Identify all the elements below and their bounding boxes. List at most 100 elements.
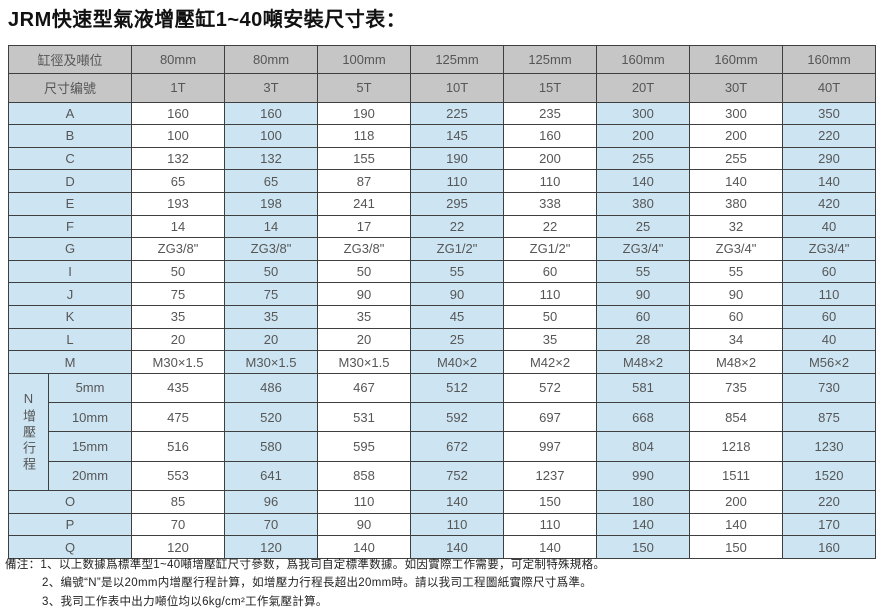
data-cell: 858 (317, 460, 412, 492)
row-label: K (7, 304, 133, 329)
data-cell: 200 (596, 124, 691, 148)
data-cell: 641 (224, 460, 319, 492)
note-line-2: 2、编號“N”是以20mm内增壓行程計算，如增壓力行程長超出20mm時。請以我司… (42, 577, 593, 590)
data-cell: 110 (317, 490, 412, 514)
data-cell: 60 (782, 259, 877, 284)
header-row-label: 尺寸编號 (7, 73, 133, 103)
data-cell: 350 (782, 101, 877, 126)
header-cell: 80mm (224, 44, 319, 75)
note-text-1: 1、以上数據爲標準型1~40噸增壓缸尺寸參数，爲我司自定標準数據。如因實際工作需… (40, 559, 606, 571)
data-cell: 90 (317, 282, 412, 306)
data-cell: ZG3/8" (224, 237, 319, 261)
row-label: Q (7, 535, 133, 559)
data-cell: 14 (224, 214, 319, 239)
data-cell: 35 (503, 327, 598, 352)
footnotes: 備注：1、以上数據爲標準型1~40噸增壓缸尺寸參数，爲我司自定標準数據。如因實際… (5, 556, 605, 611)
data-cell: 581 (596, 372, 691, 404)
data-cell: 65 (224, 169, 319, 193)
data-cell: 752 (410, 460, 505, 492)
data-cell: 110 (503, 169, 598, 193)
header-cell: 5T (317, 73, 412, 103)
page-title: JRM快速型氣液增壓缸1~40噸安裝尺寸表： (8, 9, 407, 31)
data-cell: 60 (503, 259, 598, 284)
data-cell: 140 (689, 169, 784, 193)
data-cell: ZG3/8" (317, 237, 412, 261)
data-cell: 241 (317, 191, 412, 216)
dimension-table: 缸徑及噸位 80mm 80mm 100mm 125mm 125mm 160mm 160mm 16… (7, 44, 877, 559)
data-cell: 50 (317, 259, 412, 284)
header-cell: 100mm (317, 44, 412, 75)
header-cell: 40T (782, 73, 877, 103)
row-label: C (7, 146, 133, 171)
data-cell: 512 (410, 372, 505, 404)
data-cell: 75 (224, 282, 319, 306)
header-cell: 160mm (689, 44, 784, 75)
header-cell: 15T (503, 73, 598, 103)
note-line-3: 3、我司工作表中出力噸位均以6kg/cm²工作氣壓計算。 (42, 595, 328, 608)
data-cell: 990 (596, 460, 691, 492)
data-cell: 70 (224, 512, 319, 537)
data-cell: 25 (596, 214, 691, 239)
data-cell: M30×1.5 (317, 350, 412, 374)
data-cell: 110 (503, 282, 598, 306)
data-cell: 140 (782, 169, 877, 193)
data-cell: 198 (224, 191, 319, 216)
data-cell: 100 (131, 124, 226, 148)
data-cell: 28 (596, 327, 691, 352)
data-cell: 110 (410, 169, 505, 193)
data-cell: 40 (782, 214, 877, 239)
data-cell: 50 (131, 259, 226, 284)
data-cell: ZG1/2" (410, 237, 505, 261)
data-cell: 295 (410, 191, 505, 216)
data-cell: 572 (503, 372, 598, 404)
data-cell: 160 (503, 124, 598, 148)
data-cell: 672 (410, 431, 505, 462)
data-cell: 200 (689, 490, 784, 514)
data-cell: 20 (224, 327, 319, 352)
data-cell: 140 (596, 169, 691, 193)
data-cell: 110 (503, 512, 598, 537)
data-cell: 170 (782, 512, 877, 537)
row-label: L (7, 327, 133, 352)
data-cell: 150 (503, 490, 598, 514)
data-cell: 35 (224, 304, 319, 329)
row-label: M (7, 350, 133, 374)
row-label: D (7, 169, 133, 193)
data-cell: 220 (782, 124, 877, 148)
data-cell: M30×1.5 (224, 350, 319, 374)
data-cell: 25 (410, 327, 505, 352)
data-cell: 140 (503, 535, 598, 559)
data-cell: 55 (596, 259, 691, 284)
data-cell: 20 (317, 327, 412, 352)
data-cell: 145 (410, 124, 505, 148)
data-cell: 100 (224, 124, 319, 148)
data-cell: M56×2 (782, 350, 877, 374)
data-cell: ZG3/4" (689, 237, 784, 261)
data-cell: 20 (131, 327, 226, 352)
note-line-1: 備注：1、以上数據爲標準型1~40噸增壓缸尺寸參数，爲我司自定標準数據。如因實際… (5, 556, 605, 574)
data-cell: 140 (596, 512, 691, 537)
data-cell: 516 (131, 431, 226, 462)
data-cell: ZG1/2" (503, 237, 598, 261)
row-label: I (7, 259, 133, 284)
data-cell: 40 (782, 327, 877, 352)
data-cell: 553 (131, 460, 226, 492)
data-cell: 225 (410, 101, 505, 126)
data-cell: 875 (782, 402, 877, 433)
data-cell: 804 (596, 431, 691, 462)
data-cell: 132 (224, 146, 319, 171)
data-cell: 235 (503, 101, 598, 126)
data-cell: 531 (317, 402, 412, 433)
data-cell: 60 (689, 304, 784, 329)
header-cell: 1T (131, 73, 226, 103)
data-cell: 65 (131, 169, 226, 193)
data-cell: 200 (689, 124, 784, 148)
data-cell: 34 (689, 327, 784, 352)
data-cell: 85 (131, 490, 226, 514)
row-label: A (7, 101, 133, 126)
data-cell: 735 (689, 372, 784, 404)
data-cell: ZG3/4" (596, 237, 691, 261)
data-cell: 132 (131, 146, 226, 171)
data-cell: 55 (410, 259, 505, 284)
